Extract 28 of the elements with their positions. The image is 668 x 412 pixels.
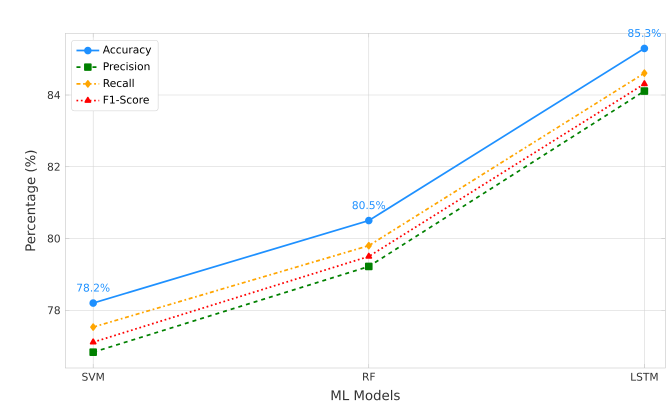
legend-label: Precision bbox=[104, 62, 150, 70]
point bbox=[365, 252, 372, 259]
x-tick-label: RF bbox=[363, 372, 375, 380]
point bbox=[90, 323, 96, 331]
data-label: 78.2% bbox=[77, 284, 110, 292]
legend-label: Accuracy bbox=[102, 46, 152, 56]
x-tick-label: SVM bbox=[82, 372, 104, 381]
point bbox=[640, 44, 648, 52]
y-tick-label: 80 bbox=[48, 234, 60, 243]
point bbox=[90, 338, 97, 345]
y-tick-label: 78 bbox=[48, 306, 60, 314]
y-axis-title: Percentage (%) bbox=[25, 150, 38, 251]
legend-label: Recall bbox=[104, 78, 134, 88]
x-axis-title: ML Models bbox=[332, 390, 400, 400]
point bbox=[640, 80, 648, 86]
point bbox=[364, 262, 373, 270]
point bbox=[89, 299, 97, 307]
point bbox=[641, 69, 648, 77]
y-tick-label: 84 bbox=[48, 90, 60, 100]
point bbox=[640, 87, 648, 95]
point bbox=[364, 216, 373, 224]
x-tick-label: LSTM bbox=[631, 372, 658, 381]
point bbox=[366, 242, 372, 250]
y-tick-label: 82 bbox=[48, 162, 60, 171]
data-label: 85.3% bbox=[628, 28, 661, 38]
point bbox=[89, 348, 97, 356]
data-label: 80.5% bbox=[352, 201, 386, 210]
legend-label: F1-Score bbox=[104, 96, 149, 104]
